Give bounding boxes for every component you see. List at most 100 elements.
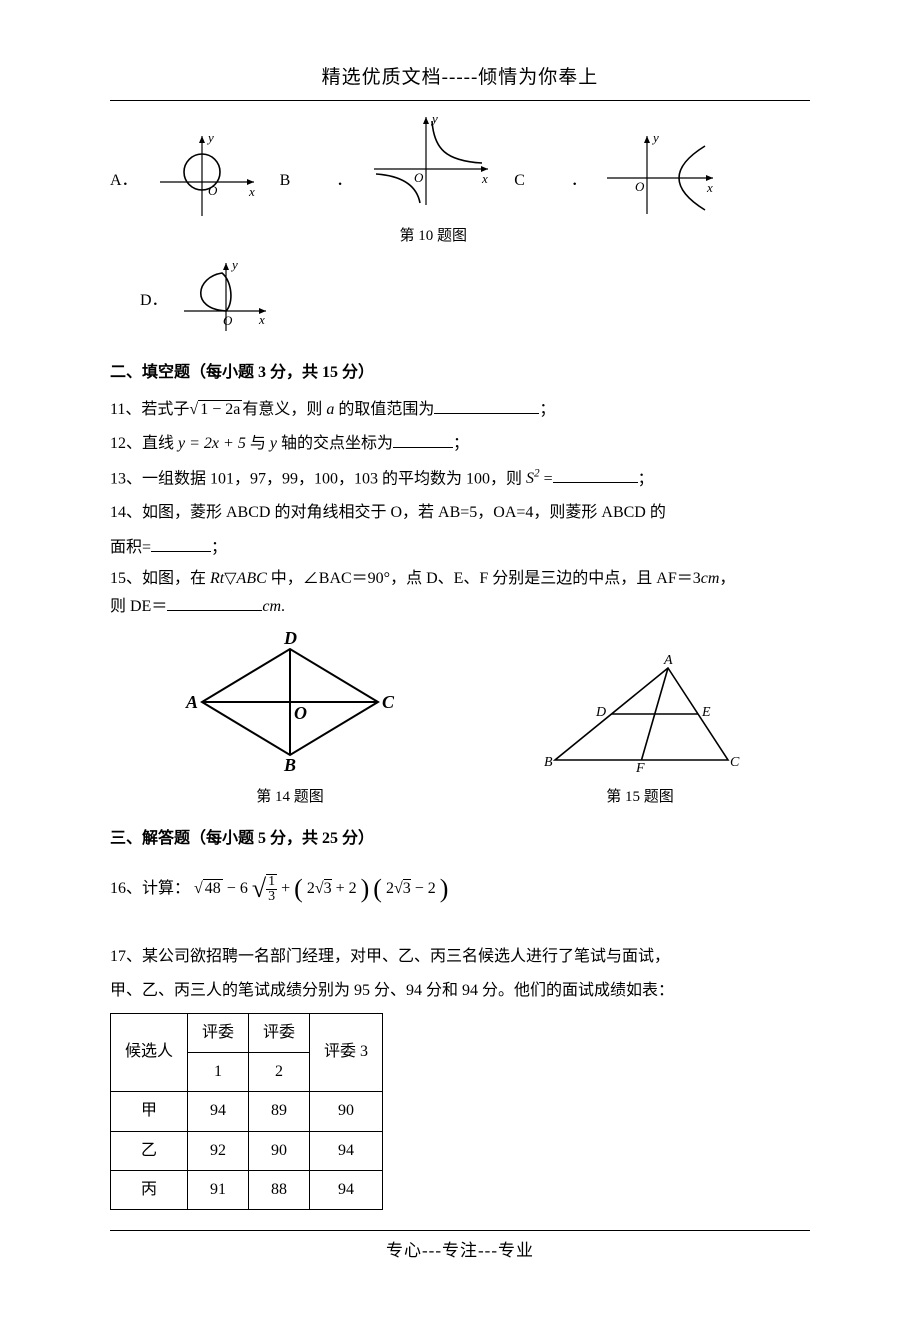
q15-pre: 15、如图，在 [110, 570, 210, 587]
q14-blank [151, 536, 211, 551]
q15-period: . [281, 598, 285, 615]
svg-text:x: x [706, 180, 713, 195]
q12-post: 轴的交点坐标为 [277, 435, 393, 452]
lparen-2: ( [373, 864, 382, 913]
cell: 94 [310, 1171, 383, 1210]
svg-text:C: C [382, 692, 395, 712]
svg-text:A: A [185, 692, 198, 712]
fig14: A B C D O 第 14 题图 [180, 627, 400, 812]
svg-text:x: x [481, 171, 488, 186]
q16-p2: 2√3 − 2 [386, 874, 436, 904]
q10-opt-d-row: D． O x y [140, 257, 810, 346]
q12-axis: y [270, 435, 277, 452]
q10-options-row: A． O x y B ． [110, 111, 810, 251]
q15-cm1: cm [701, 570, 720, 587]
q16: 16、计算： √48 − 6 √ 1 3 + ( 2√3 + 2 ) ( 2√3… [110, 864, 810, 913]
footer-rule [110, 1230, 810, 1231]
q14-line2: 面积= ； [110, 533, 810, 563]
cell: 90 [249, 1131, 310, 1170]
fig14-caption: 第 14 题图 [180, 783, 400, 812]
x-axis-label: x [248, 184, 255, 199]
q15-line2: 则 DE＝ cm. [110, 595, 810, 619]
q12: 12、直线 y = 2x + 5 与 y 轴的交点坐标为； [110, 429, 810, 459]
q13: 13、一组数据 101，97，99，100，103 的平均数为 100，则 S2… [110, 464, 810, 495]
section-2-heading: 二、填空题（每小题 3 分，共 15 分） [110, 358, 810, 388]
q16-sqrt48: √48 [194, 874, 223, 904]
q10-opt-d-plot: O x y [178, 257, 273, 346]
svg-text:F: F [635, 761, 645, 772]
q15-blank [167, 596, 262, 611]
q17-line2: 甲、乙、丙三人的笔试成绩分别为 95 分、94 分和 94 分。他们的面试成绩如… [110, 976, 810, 1006]
q15-mid1: 中，∠BAC＝90°，点 D、E、F 分别是三边的中点，且 AF＝3 [267, 570, 701, 587]
q15-comma: ， [719, 570, 735, 587]
q10-opt-b-plot: O x y [368, 111, 498, 222]
q13-sym: S2 [526, 470, 540, 487]
th-judge1a: 评委 [188, 1013, 249, 1052]
q12-pre: 12、直线 [110, 435, 178, 452]
q15-rt: Rt [210, 570, 224, 587]
q15-line1: 15、如图，在 Rt▽ABC 中，∠BAC＝90°，点 D、E、F 分别是三边的… [110, 567, 810, 591]
q12-blank [393, 433, 453, 448]
svg-text:y: y [651, 130, 659, 145]
cell: 89 [249, 1092, 310, 1131]
q15-unit: cm [262, 598, 281, 615]
q11-tail: ； [539, 401, 555, 418]
q16-minus6: − 6 [227, 874, 248, 904]
svg-text:x: x [258, 312, 265, 327]
svg-text:O: O [223, 313, 233, 328]
q10-dot-2: ． [571, 166, 587, 196]
q10-opt-c-plot: O x y [603, 130, 723, 231]
q11-sqrt: √1 − 2a [189, 400, 242, 418]
q13-eq: = [540, 470, 553, 487]
footer-text: 专心---专注---专业 [110, 1235, 810, 1267]
q15-tri: ▽ [224, 570, 236, 587]
q16-plus: + [281, 874, 290, 904]
table-row: 丙 91 88 94 [111, 1171, 383, 1210]
svg-text:C: C [730, 755, 740, 770]
rparen-2: ) [440, 864, 449, 913]
q11-blank [434, 399, 539, 414]
th-judge2a: 评委 [249, 1013, 310, 1052]
q13-blank [553, 468, 638, 483]
svg-text:O: O [635, 179, 645, 194]
cell: 88 [249, 1171, 310, 1210]
q16-sqrt-frac: √ 1 3 [252, 874, 277, 904]
cell: 92 [188, 1131, 249, 1170]
q12-mid: 与 [246, 435, 270, 452]
q16-p1: 2√3 + 2 [307, 874, 357, 904]
q14-line1: 14、如图，菱形 ABCD 的对角线相交于 O，若 AB=5，OA=4，则菱形 … [110, 498, 810, 528]
cell: 94 [310, 1131, 383, 1170]
q11-pre: 11、若式子 [110, 401, 189, 418]
svg-text:O: O [294, 703, 307, 723]
svg-text:y: y [230, 257, 238, 272]
cell: 90 [310, 1092, 383, 1131]
q17-line1: 17、某公司欲招聘一名部门经理，对甲、乙、丙三名候选人进行了笔试与面试， [110, 942, 810, 972]
th-judge2b: 2 [249, 1052, 310, 1091]
q10-opt-a-label: A． [110, 166, 138, 196]
header-rule [110, 100, 810, 101]
cell: 甲 [111, 1092, 188, 1131]
q15-abc: ABC [237, 570, 267, 587]
q10-dot-1: ． [336, 166, 352, 196]
svg-text:y: y [430, 111, 438, 126]
origin-label: O [208, 183, 218, 198]
cell: 乙 [111, 1131, 188, 1170]
table-row: 乙 92 90 94 [111, 1131, 383, 1170]
cell: 94 [188, 1092, 249, 1131]
q10-opt-d-label: D． [140, 286, 168, 316]
svg-text:D: D [595, 705, 606, 720]
y-axis-label: y [206, 130, 214, 145]
q15-line2-pre: 则 DE＝ [110, 598, 167, 615]
table-row: 甲 94 89 90 [111, 1092, 383, 1131]
q14-line2-pre: 面积= [110, 539, 151, 556]
th-candidate: 候选人 [111, 1013, 188, 1092]
section-3-heading: 三、解答题（每小题 5 分，共 25 分） [110, 824, 810, 854]
q16-label: 16、计算： [110, 874, 190, 904]
q10-opt-c-label: C [514, 166, 525, 196]
q14-tail: ； [211, 539, 227, 556]
table-header-row-1: 候选人 评委 评委 评委 3 [111, 1013, 383, 1052]
q11-post: 的取值范围为 [334, 401, 434, 418]
svg-text:D: D [283, 628, 297, 648]
svg-text:O: O [414, 170, 424, 185]
q11-mid: 有意义，则 [242, 401, 326, 418]
